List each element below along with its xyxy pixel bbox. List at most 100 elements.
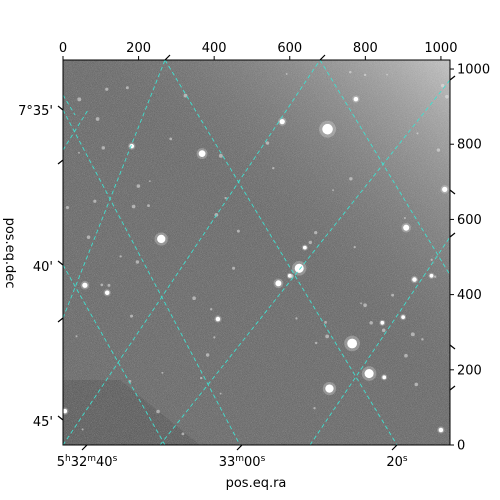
y-axis-label: pos.eq.dec xyxy=(2,218,17,289)
top-tick-label-3: 600 xyxy=(277,41,302,56)
faint-star-14 xyxy=(295,317,298,320)
ra-tick-label-0: 5h32m40s xyxy=(57,454,118,470)
right-tick-label-3: 600 xyxy=(457,213,482,228)
faint-star-40 xyxy=(65,206,70,210)
faint-star-17 xyxy=(169,137,173,141)
faint-star-39 xyxy=(440,83,445,88)
world-tick-14 xyxy=(449,385,456,391)
faint-star-47 xyxy=(209,308,213,311)
faint-star-52 xyxy=(332,189,334,192)
image-noise xyxy=(63,60,450,445)
world-tick-7 xyxy=(57,317,64,323)
world-tick-10 xyxy=(449,75,456,81)
faint-star-51 xyxy=(265,141,270,145)
world-tick-8 xyxy=(164,54,171,61)
faint-star-9 xyxy=(314,341,318,345)
star-10 xyxy=(82,282,88,288)
grid-line-5 xyxy=(63,60,166,319)
top-tick-label-5: 1000 xyxy=(424,41,457,56)
star-9 xyxy=(403,224,410,231)
faint-star-0 xyxy=(313,407,316,410)
faint-star-49 xyxy=(131,204,136,209)
star-8 xyxy=(442,186,448,192)
faint-star-2 xyxy=(136,184,141,188)
top-tick-label-1: 200 xyxy=(126,41,151,56)
faint-star-23 xyxy=(86,235,91,239)
faint-star-63 xyxy=(349,70,352,74)
right-tick-label-5: 1000 xyxy=(457,63,490,78)
faint-star-26 xyxy=(324,320,327,324)
dec-tick-label-2: 45' xyxy=(33,415,53,430)
faint-star-5 xyxy=(236,229,240,233)
top-tick-label-4: 800 xyxy=(353,41,378,56)
faint-star-29 xyxy=(360,302,362,305)
faint-star-57 xyxy=(129,314,134,318)
faint-star-61 xyxy=(107,283,111,287)
grid-line-4 xyxy=(63,94,76,116)
right-tick-label-1: 200 xyxy=(457,363,482,378)
world-tick-0 xyxy=(81,444,88,451)
ra-tick-label-1: 33m00s xyxy=(219,454,266,470)
faint-star-25 xyxy=(181,432,185,436)
world-tick-4 xyxy=(57,260,64,266)
faint-star-41 xyxy=(421,338,424,341)
faint-star-22 xyxy=(199,376,203,380)
faint-star-31 xyxy=(314,231,318,235)
coordinate-grid xyxy=(63,60,450,445)
faint-star-56 xyxy=(218,153,223,158)
faint-star-11 xyxy=(219,392,222,395)
top-tick-label-2: 400 xyxy=(202,41,227,56)
faint-star-1 xyxy=(101,146,105,150)
star-11 xyxy=(104,290,110,295)
faint-star-45 xyxy=(369,321,373,325)
faint-star-7 xyxy=(363,73,367,77)
star-7 xyxy=(275,280,282,287)
faint-star-28 xyxy=(445,94,449,99)
faint-star-18 xyxy=(147,204,150,208)
top-tick-label-0: 0 xyxy=(59,41,67,56)
star-17 xyxy=(429,273,434,278)
faint-star-10 xyxy=(386,73,388,76)
faint-star-37 xyxy=(414,382,419,387)
star-3 xyxy=(294,263,304,273)
faint-star-20 xyxy=(325,334,330,339)
star-23 xyxy=(380,320,385,325)
faint-star-42 xyxy=(119,255,122,258)
dec-tick-label-0: 7°35' xyxy=(18,104,53,119)
star-2 xyxy=(157,234,166,244)
star-16 xyxy=(412,277,417,282)
ra-tick-label-2: 20s xyxy=(386,454,408,470)
faint-star-6 xyxy=(161,371,164,374)
faint-star-62 xyxy=(410,332,415,337)
grid-line-6 xyxy=(63,60,321,445)
image-area xyxy=(63,60,450,445)
world-axis-ticks xyxy=(57,54,456,451)
grid-line-9 xyxy=(63,109,89,151)
faint-star-8 xyxy=(232,266,236,270)
faint-star-38 xyxy=(224,196,227,200)
right-tick-label-4: 800 xyxy=(457,138,482,153)
faint-star-67 xyxy=(434,275,437,278)
faint-star-58 xyxy=(416,132,419,135)
faint-star-66 xyxy=(349,177,353,181)
faint-star-43 xyxy=(95,117,100,121)
star-14 xyxy=(279,119,285,125)
star-21 xyxy=(302,245,307,250)
faint-star-16 xyxy=(308,240,312,245)
faint-star-13 xyxy=(205,353,210,357)
faint-star-60 xyxy=(436,148,441,152)
faint-star-64 xyxy=(81,428,84,431)
world-tick-1 xyxy=(236,444,243,451)
x-axis-label: pos.eq.ra xyxy=(226,476,287,491)
world-tick-13 xyxy=(449,344,456,350)
faint-star-44 xyxy=(125,86,129,90)
faint-star-33 xyxy=(93,199,97,203)
faint-star-59 xyxy=(78,151,80,154)
right-tick-label-2: 400 xyxy=(457,288,482,303)
faint-star-53 xyxy=(353,245,356,249)
star-1 xyxy=(198,150,206,158)
dec-tick-label-1: 40' xyxy=(33,260,53,275)
stars-layer xyxy=(63,70,449,436)
faint-star-36 xyxy=(77,97,82,102)
